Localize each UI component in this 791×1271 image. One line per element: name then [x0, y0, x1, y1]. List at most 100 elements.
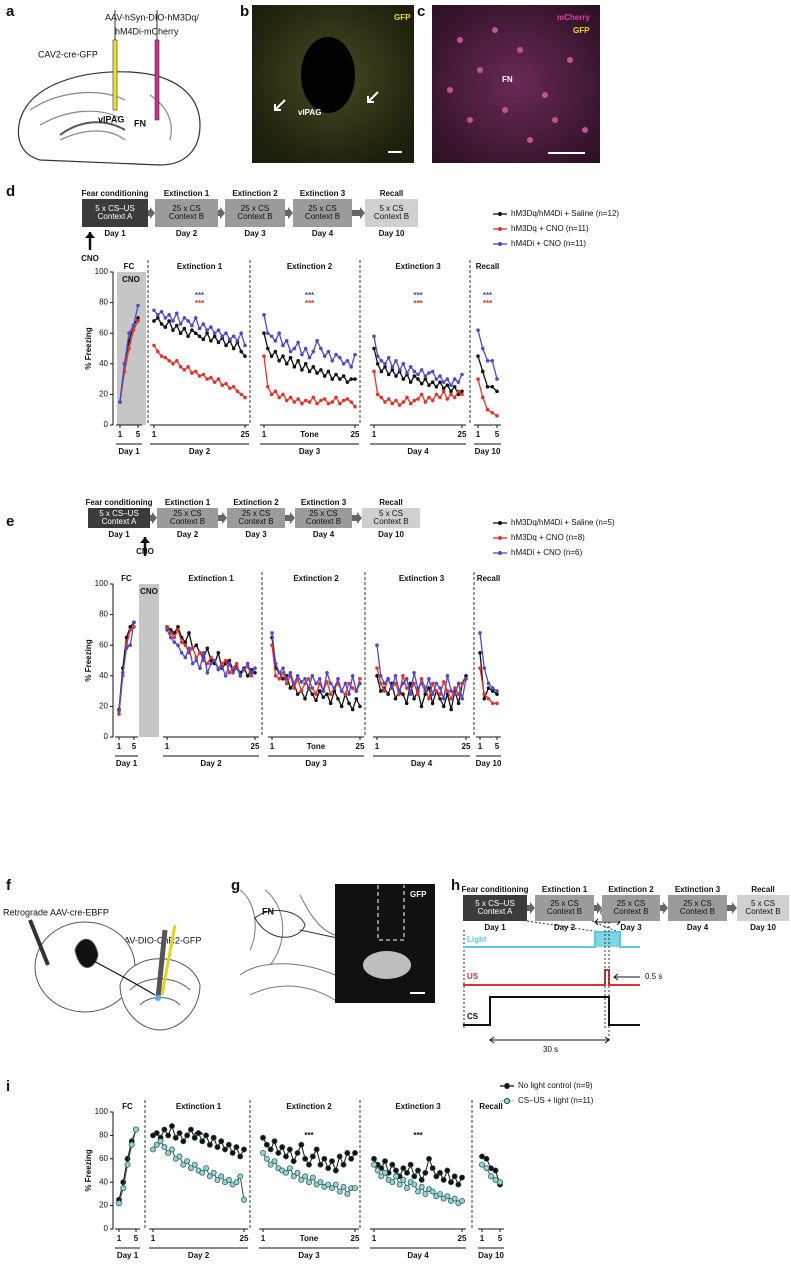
data-point	[120, 670, 125, 675]
data-point	[382, 689, 387, 693]
data-point	[389, 1161, 396, 1168]
y-tick-label: 20	[99, 1201, 108, 1210]
data-point	[451, 1173, 458, 1180]
data-point	[303, 398, 308, 403]
y-tick-label: 100	[95, 579, 109, 588]
data-point	[161, 1144, 168, 1151]
region-label: FN	[134, 118, 146, 128]
data-point	[163, 355, 168, 360]
data-point	[239, 392, 244, 397]
data-point	[132, 620, 136, 625]
panel-letter: f	[6, 877, 12, 894]
data-point	[124, 635, 129, 640]
data-point	[201, 322, 206, 326]
data-point	[430, 701, 435, 706]
data-point	[284, 398, 289, 403]
data-point	[197, 326, 202, 331]
data-point	[178, 322, 183, 326]
data-point	[124, 646, 129, 651]
region-label: vlPAG	[298, 108, 321, 117]
stage-box	[535, 895, 594, 921]
data-point	[383, 400, 387, 404]
data-point	[178, 365, 183, 369]
data-point	[449, 696, 453, 701]
data-point	[298, 1141, 305, 1148]
data-point	[281, 343, 285, 348]
data-point	[311, 349, 316, 354]
data-point	[490, 358, 495, 363]
stage-text: 5 x CS	[379, 204, 403, 213]
y-tick-label: 20	[99, 702, 108, 711]
data-point	[394, 358, 398, 363]
data-point	[277, 670, 282, 675]
data-point	[459, 1174, 465, 1181]
data-point	[452, 377, 457, 381]
data-point	[393, 681, 398, 686]
virus-label: AAV-DIO-ChR2-GFP	[118, 935, 201, 945]
data-point	[441, 386, 446, 391]
stage-day: Day 10	[379, 229, 405, 238]
y-tick-label: 0	[104, 420, 109, 429]
data-point	[205, 377, 209, 381]
data-point	[281, 354, 285, 358]
data-point	[198, 666, 202, 670]
data-point	[460, 389, 464, 394]
data-point	[222, 1146, 228, 1153]
data-point	[429, 1165, 436, 1172]
stage-text: 25 x CS	[309, 509, 337, 518]
data-point	[176, 1153, 183, 1160]
data-point	[235, 389, 240, 394]
data-point	[183, 640, 188, 644]
stage-day: Day 4	[312, 229, 334, 238]
data-point	[490, 689, 495, 693]
data-point	[374, 1167, 381, 1174]
data-point	[295, 674, 300, 678]
data-point	[216, 667, 221, 672]
data-point	[152, 343, 156, 348]
dimension-arrow	[613, 973, 640, 981]
data-point	[427, 677, 431, 681]
data-point	[243, 395, 247, 400]
data-point	[225, 1176, 232, 1183]
data-point	[277, 358, 281, 363]
data-point	[214, 1144, 221, 1151]
legend-label: hM4Di + CNO (n=6)	[511, 548, 582, 557]
data-point	[394, 398, 398, 403]
y-tick-label: 60	[99, 1154, 108, 1163]
segment-title: Extinction 1	[176, 1102, 222, 1111]
data-point	[341, 398, 346, 403]
segment-title: Recall	[477, 574, 501, 583]
stage-text: 25 x CS	[173, 509, 201, 518]
data-point	[375, 643, 379, 647]
data-point	[182, 368, 187, 372]
x-axis-label: Tone	[307, 742, 326, 751]
y-tick-label: 40	[99, 359, 108, 368]
legend-label: hM3Dq/hM4Di + Saline (n=12)	[511, 209, 619, 218]
data-point	[415, 1167, 421, 1174]
x-axis-label: Tone	[300, 1234, 319, 1243]
data-point	[298, 1176, 305, 1183]
y-tick-label: 0	[104, 732, 109, 741]
data-point	[296, 397, 300, 401]
data-point	[325, 680, 329, 684]
data-point	[242, 667, 246, 672]
data-point	[397, 689, 402, 693]
data-point	[478, 631, 482, 635]
data-point	[375, 674, 379, 678]
data-point	[438, 692, 442, 696]
data-point	[290, 1158, 297, 1165]
stage-title: Fear conditioning	[85, 498, 152, 507]
data-point	[440, 1176, 447, 1183]
data-point	[300, 368, 304, 372]
data-point	[415, 692, 420, 696]
data-point	[262, 331, 266, 336]
data-point	[404, 701, 409, 706]
data-point	[453, 686, 457, 690]
data-point	[176, 628, 180, 632]
x-tick-label: 25	[251, 742, 260, 751]
data-point	[262, 313, 266, 317]
data-point	[317, 1179, 324, 1186]
data-point	[401, 400, 406, 404]
stage-text: Context A	[102, 517, 137, 526]
day-label: Day 4	[407, 1251, 429, 1260]
